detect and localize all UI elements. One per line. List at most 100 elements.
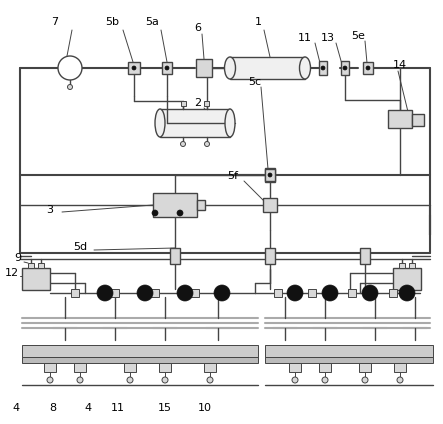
Bar [341,61,349,75]
Text: 4: 4 [12,403,19,413]
Circle shape [132,66,136,70]
Bar [128,62,140,74]
Bar [389,289,397,297]
Text: 8: 8 [50,403,57,413]
Circle shape [162,377,168,383]
Bar [265,248,275,264]
Text: 9: 9 [15,253,22,263]
Ellipse shape [155,109,165,137]
Text: 3: 3 [47,205,54,215]
Bar [230,57,305,79]
Text: 4: 4 [85,403,92,413]
Bar [263,198,277,212]
Bar [197,200,205,210]
Bar [160,109,230,137]
Circle shape [58,56,82,80]
Bar [204,101,209,106]
Bar [28,263,34,268]
Bar [274,289,282,297]
Circle shape [177,285,193,301]
Text: 2: 2 [194,98,202,108]
Circle shape [77,377,83,383]
Text: 10: 10 [198,403,212,413]
Circle shape [397,377,403,383]
Bar [22,345,258,357]
Circle shape [47,377,53,383]
Circle shape [207,377,213,383]
Bar [196,59,212,77]
Ellipse shape [225,57,236,79]
Bar [289,363,301,372]
Bar [22,268,50,290]
Circle shape [152,210,158,216]
Text: 5c: 5c [249,77,261,87]
Bar [393,268,421,290]
Bar [388,110,412,128]
Bar [363,62,373,74]
Text: 5a: 5a [145,17,159,27]
Bar [265,357,433,363]
Bar [265,345,433,357]
Bar [151,289,159,297]
Circle shape [321,66,325,70]
Text: 11: 11 [298,33,312,43]
Ellipse shape [299,57,311,79]
Bar [191,289,199,297]
Bar [360,248,370,264]
Circle shape [366,66,370,70]
Bar [22,357,258,363]
Circle shape [67,84,73,89]
Bar [348,289,356,297]
Bar [394,363,406,372]
Bar [153,193,197,217]
Circle shape [322,285,338,301]
Text: 13: 13 [321,33,335,43]
Bar [71,289,79,297]
Bar [308,289,316,297]
Ellipse shape [225,109,235,137]
Bar [319,363,331,372]
Bar [159,363,171,372]
Circle shape [322,377,328,383]
Text: 5d: 5d [73,242,87,252]
Bar [181,101,186,106]
Circle shape [362,285,378,301]
Bar [162,62,172,74]
Circle shape [165,66,169,70]
Circle shape [137,285,153,301]
Bar [111,289,119,297]
Bar [399,263,405,268]
Bar [124,363,136,372]
Circle shape [343,66,347,70]
Bar [359,363,371,372]
Bar [204,363,216,372]
Bar [265,169,275,181]
Circle shape [214,285,230,301]
Bar [412,114,424,126]
Circle shape [180,142,186,147]
Text: 5e: 5e [351,31,365,41]
Bar [319,61,327,75]
Text: 5f: 5f [228,171,238,181]
Bar [74,363,86,372]
Text: 11: 11 [111,403,125,413]
Bar [170,248,180,264]
Circle shape [292,377,298,383]
Text: 12: 12 [5,268,19,278]
Text: 5b: 5b [105,17,119,27]
Text: 6: 6 [194,23,202,33]
Circle shape [287,285,303,301]
Circle shape [97,285,113,301]
Text: 7: 7 [51,17,58,27]
Text: 1: 1 [254,17,261,27]
Text: 14: 14 [393,60,407,70]
Circle shape [127,377,133,383]
Circle shape [399,285,415,301]
Circle shape [205,142,210,147]
Circle shape [177,210,183,216]
Bar [38,263,44,268]
Text: 15: 15 [158,403,172,413]
Bar [265,168,275,182]
Bar [409,263,415,268]
Circle shape [362,377,368,383]
